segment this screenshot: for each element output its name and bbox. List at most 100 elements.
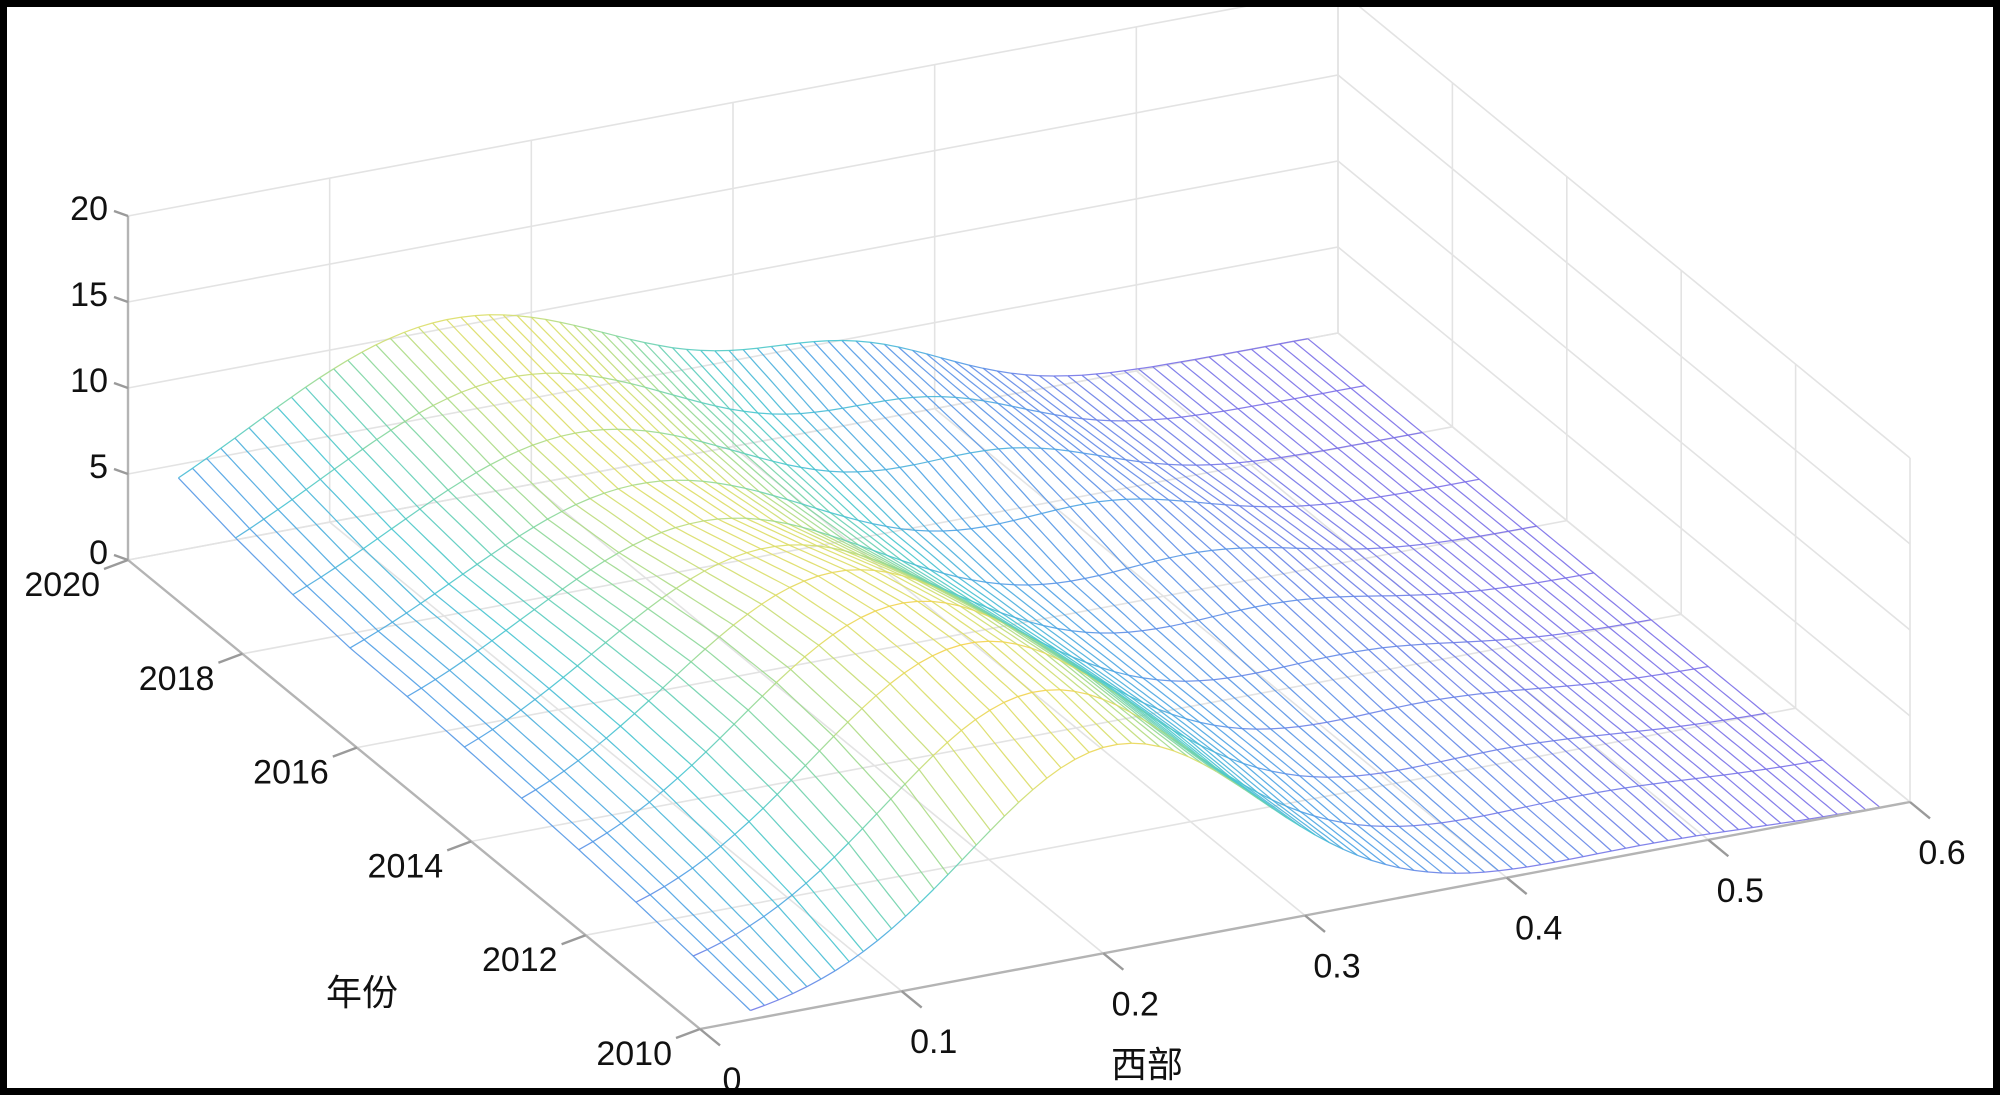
surface-profile-2010 (975, 829, 991, 846)
surface-profile-2010 (1413, 869, 1429, 873)
surface-profile-2012 (1355, 773, 1371, 777)
surface-profile-2010 (1681, 835, 1697, 839)
surface-profile-2013 (1439, 696, 1455, 700)
surface-profile-2020 (898, 346, 913, 351)
surface-profile-2012 (734, 821, 750, 835)
surface-profile-2020 (1208, 353, 1224, 358)
surface-profile-2013 (959, 605, 975, 611)
surface-profile-2019 (1350, 384, 1366, 389)
surface-profile-2010 (778, 993, 794, 1001)
surface-profile-2020 (531, 316, 546, 321)
surface-profile-2013 (1496, 690, 1511, 693)
surface-profile-2010 (1653, 839, 1669, 844)
surface-mesh-line (192, 467, 765, 1006)
surface-profile-2017 (787, 499, 802, 505)
surface-profile-2013 (889, 602, 904, 607)
surface-profile-2016 (929, 568, 944, 575)
y-tick-label: 2016 (253, 754, 329, 792)
surface-profile-2019 (673, 394, 688, 400)
surface-profile-2013 (1171, 713, 1186, 720)
surface-profile-2012 (1426, 761, 1441, 766)
surface-profile-2019 (1139, 419, 1154, 422)
surface-profile-2014 (1142, 677, 1157, 681)
surface-profile-2020 (672, 347, 687, 351)
surface-profile-2015 (562, 665, 578, 678)
surface-profile-2018 (1238, 460, 1253, 464)
surface-profile-2020 (884, 343, 899, 348)
surface-profile-2020 (503, 314, 518, 317)
surface-profile-2018 (815, 468, 830, 472)
surface-profile-2015 (1268, 601, 1284, 605)
surface-profile-2018 (998, 447, 1013, 450)
surface-profile-2018 (1365, 439, 1380, 444)
surface-profile-2013 (1693, 665, 1709, 670)
surface-profile-2020 (799, 340, 814, 344)
surface-profile-2012 (1115, 693, 1131, 704)
surface-profile-2016 (1141, 560, 1156, 566)
surface-profile-2011 (1511, 806, 1527, 811)
surface-profile-2018 (334, 557, 350, 569)
surface-profile-2013 (846, 616, 862, 626)
surface-profile-2014 (1100, 666, 1115, 673)
surface-profile-2010 (1103, 743, 1118, 749)
surface-profile-2017 (801, 503, 817, 509)
surface-profile-2014 (591, 737, 607, 751)
surface-profile-2018 (292, 585, 308, 596)
surface-profile-2010 (1470, 871, 1485, 874)
surface-profile-2013 (677, 764, 693, 779)
surface-profile-2010 (1399, 867, 1415, 872)
surface-profile-2011 (805, 870, 821, 884)
surface-profile-2014 (1636, 619, 1652, 623)
surface-profile-2013 (761, 682, 777, 697)
surface-profile-2013 (634, 801, 650, 814)
surface-profile-2013 (649, 790, 664, 803)
surface-profile-2010 (1173, 750, 1189, 758)
surface-profile-2012 (1200, 744, 1216, 753)
surface-profile-2019 (475, 381, 490, 388)
surface-profile-2011 (1441, 820, 1456, 824)
surface-profile-2010 (1484, 870, 1499, 873)
surface-profile-2015 (605, 630, 621, 644)
surface-profile-2014 (1297, 659, 1313, 665)
surface-profile-2012 (1157, 720, 1173, 731)
surface-profile-2012 (1214, 751, 1230, 759)
surface-profile-2010 (1385, 863, 1400, 869)
surface-profile-2013 (592, 832, 608, 843)
surface-profile-2017 (392, 612, 407, 623)
surface-profile-2020 (912, 349, 927, 355)
surface-profile-2014 (846, 569, 861, 571)
surface-profile-2018 (956, 452, 971, 457)
surface-profile-2019 (334, 458, 349, 470)
surface-profile-2014 (1495, 638, 1510, 641)
surface-profile-2012 (1271, 770, 1286, 775)
surface-profile-2014 (634, 700, 650, 715)
surface-profile-2015 (1057, 627, 1072, 632)
surface-profile-2012 (1172, 729, 1187, 739)
x-tick (900, 990, 923, 1009)
surface-profile-2010 (1328, 841, 1344, 850)
z-tick-label: 5 (89, 448, 108, 486)
surface-mesh-line (262, 417, 836, 972)
surface-profile-2017 (1394, 491, 1409, 496)
surface-profile-2020 (192, 457, 207, 469)
surface-profile-2019 (1195, 412, 1210, 416)
surface-profile-2012 (1539, 740, 1554, 744)
surface-profile-2013 (1143, 702, 1158, 710)
surface-profile-2014 (648, 687, 664, 702)
surface-profile-2016 (703, 518, 718, 522)
surface-profile-2019 (616, 379, 632, 385)
surface-profile-2020 (1279, 340, 1294, 345)
surface-profile-2016 (844, 539, 860, 546)
surface-profile-2020 (982, 367, 998, 372)
surface-profile-2012 (903, 663, 919, 674)
surface-profile-2012 (974, 640, 989, 643)
surface-profile-2019 (404, 412, 420, 422)
surface-profile-2012 (1129, 702, 1145, 713)
surface-profile-2020 (658, 344, 673, 349)
surface-profile-2015 (1198, 616, 1213, 621)
surface-profile-2020 (1194, 356, 1210, 361)
surface-profile-2020 (573, 324, 588, 330)
surface-profile-2020 (517, 315, 532, 318)
surface-profile-2010 (1230, 779, 1245, 791)
grid-floor-y (471, 613, 1682, 843)
